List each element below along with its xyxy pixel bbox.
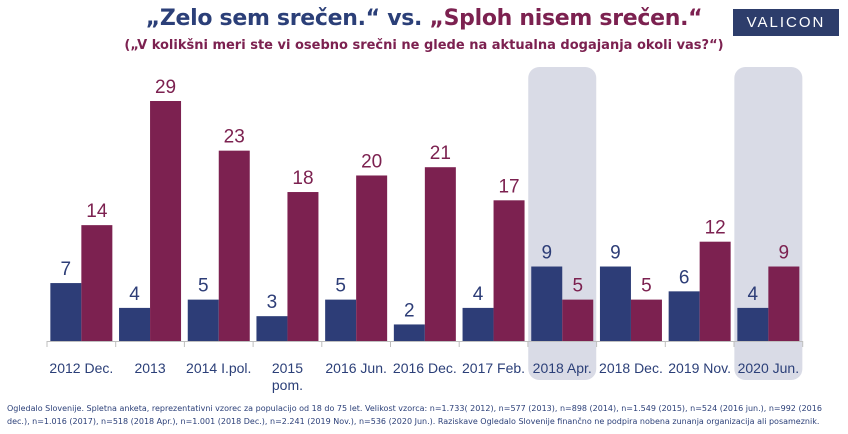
data-label: 9 [779,243,790,264]
x-tick-label: 2016 Jun. [325,360,387,376]
x-tick-label: 2015 [272,360,303,376]
bar-series-1 [256,316,288,341]
x-tick-label: 2013 [134,360,165,376]
title-part-not-happy: „Sploh nisem srečen.“ [429,6,703,31]
data-label: 5 [335,276,346,297]
data-label: 4 [473,284,484,305]
x-tick-label: 2012 Dec. [49,360,113,376]
x-tick-label: 2017 Feb. [462,360,525,376]
data-label: 5 [198,276,209,297]
data-label: 14 [86,201,108,222]
data-label: 2 [404,300,415,321]
x-tick-label: 2019 Nov. [668,360,731,376]
data-label: 7 [61,259,72,280]
data-label: 12 [705,218,726,239]
bar-series-1 [393,324,425,341]
bar-series-2 [630,299,662,341]
data-label: 9 [610,243,621,264]
bar-series-1 [187,299,219,341]
bar-series-1 [325,299,357,341]
data-label: 18 [292,168,313,189]
x-tick-label: 2014 I.pol. [186,360,251,376]
data-label: 6 [679,267,690,288]
bar-series-1 [462,307,494,341]
footnote: Ogledalo Slovenije. Spletna anketa, repr… [7,404,822,426]
bar-series-2 [699,241,731,341]
bar-series-2 [493,200,525,341]
bar-series-1 [599,266,631,341]
x-tick-label: 2018 Apr. [533,360,592,376]
data-label: 21 [430,143,451,164]
x-tick-label: pom. [272,377,303,393]
bar-series-1 [531,266,563,341]
chart-title: „Zelo sem srečen.“ vs. „Sploh nisem sreč… [0,6,848,31]
data-label: 17 [498,176,519,197]
bar-series-2 [150,101,182,341]
bar-series-1 [737,307,769,341]
bar-series-2 [356,175,388,341]
chart-subtitle: („V kolikšni meri ste vi osebno srečni n… [124,38,724,53]
bar-series-2 [287,192,319,341]
bar-series-1 [668,291,700,341]
bar-series-1 [119,307,151,341]
data-label: 9 [541,243,552,264]
data-label: 20 [361,151,382,172]
bar-series-2 [424,167,456,341]
title-part-very-happy: „Zelo sem srečen.“ [145,6,380,31]
x-tick-label: 2018 Dec. [599,360,663,376]
bar-series-2 [81,225,113,341]
x-tick-label: 2016 Dec. [393,360,457,376]
data-label: 3 [267,292,278,313]
data-label: 4 [748,284,759,305]
data-label: 4 [129,284,140,305]
x-tick-label: 2020 Jun. [738,360,800,376]
valicon-logo: VALICON [733,9,839,36]
bar-series-2 [218,150,250,341]
data-label: 23 [224,127,245,148]
data-label: 29 [155,77,176,98]
bar-series-2 [768,266,800,341]
data-label: 5 [641,276,652,297]
bar-series-1 [50,283,82,341]
title-vs: vs. [379,6,430,31]
bar-series-2 [562,299,594,341]
data-label: 5 [572,276,583,297]
